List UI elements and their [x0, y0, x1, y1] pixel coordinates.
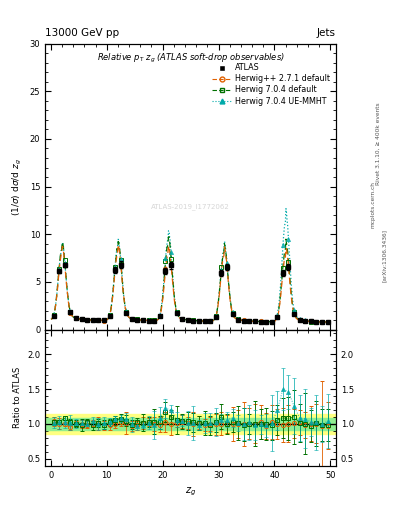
- Text: Jets: Jets: [317, 28, 336, 38]
- Text: 13000 GeV pp: 13000 GeV pp: [45, 28, 119, 38]
- Text: Relative $p_{\mathrm{T}}\ z_g$ (ATLAS soft-drop observables): Relative $p_{\mathrm{T}}\ z_g$ (ATLAS so…: [97, 52, 285, 65]
- Text: ATLAS-2019_I1772062: ATLAS-2019_I1772062: [151, 203, 230, 210]
- Y-axis label: Ratio to ATLAS: Ratio to ATLAS: [13, 367, 22, 429]
- Text: [arXiv:1306.3436]: [arXiv:1306.3436]: [382, 229, 387, 283]
- Y-axis label: $(1/\sigma)\ \mathrm{d}\sigma/\mathrm{d}\ z_g$: $(1/\sigma)\ \mathrm{d}\sigma/\mathrm{d}…: [11, 158, 24, 216]
- Text: Rivet 3.1.10, ≥ 400k events: Rivet 3.1.10, ≥ 400k events: [376, 102, 380, 185]
- X-axis label: $z_g$: $z_g$: [185, 485, 196, 498]
- Text: mcplots.cern.ch: mcplots.cern.ch: [370, 181, 375, 228]
- Legend: ATLAS, Herwig++ 2.7.1 default, Herwig 7.0.4 default, Herwig 7.0.4 UE-MMHT: ATLAS, Herwig++ 2.7.1 default, Herwig 7.…: [210, 62, 332, 107]
